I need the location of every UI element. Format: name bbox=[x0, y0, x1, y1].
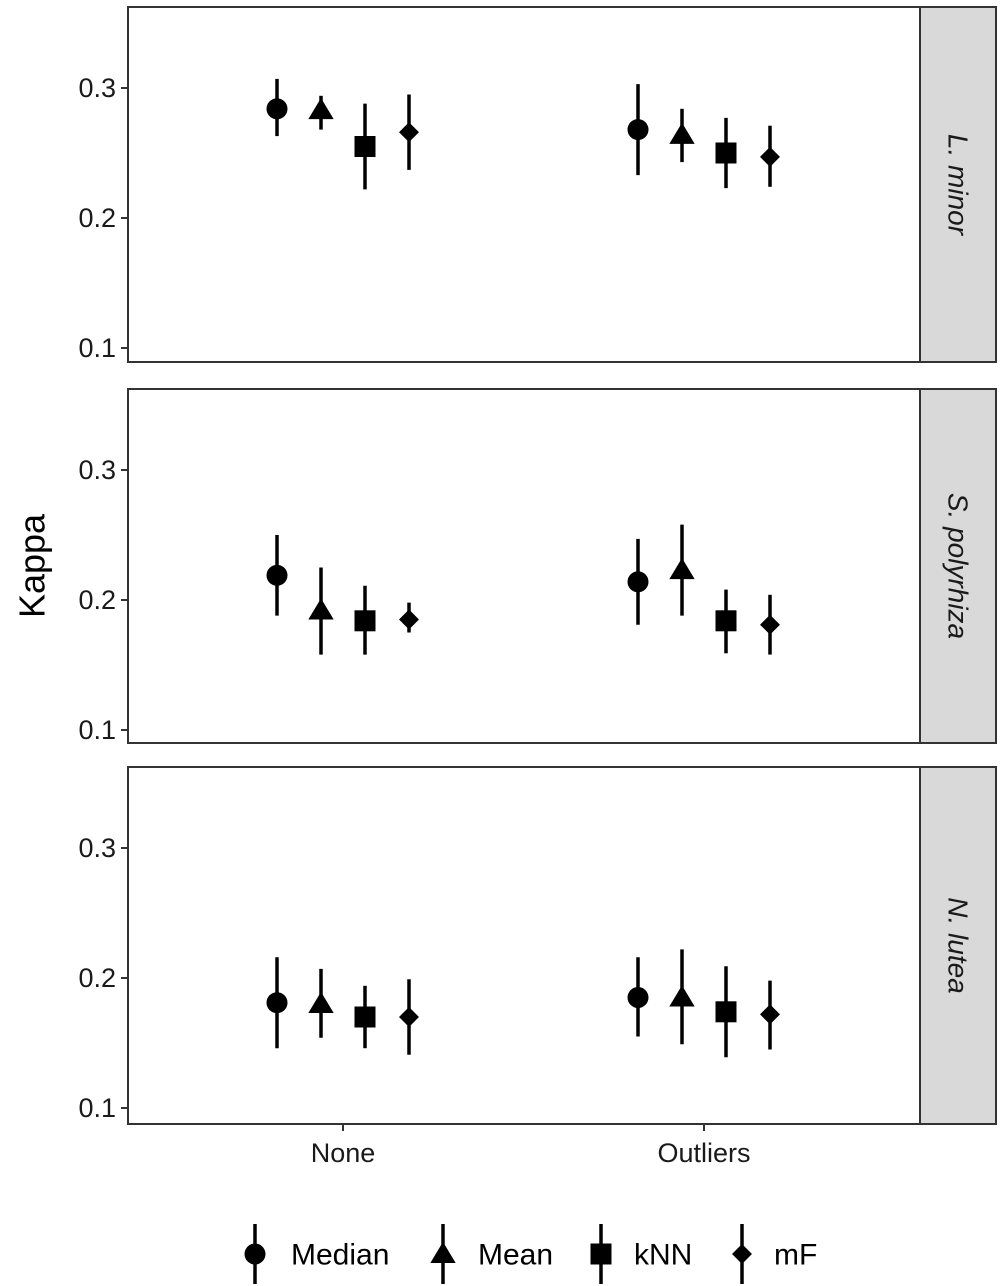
point-knn bbox=[715, 610, 737, 632]
point-mean bbox=[669, 558, 695, 580]
y-tick-label: 0.2 bbox=[78, 585, 116, 615]
facet-strip-label: L. minor bbox=[943, 134, 974, 237]
y-tick-label: 0.2 bbox=[78, 203, 116, 233]
y-tick-label: 0.2 bbox=[78, 963, 116, 993]
point-knn bbox=[715, 142, 737, 164]
point-mf bbox=[760, 1004, 780, 1025]
point-mean bbox=[669, 122, 695, 144]
y-tick-label: 0.1 bbox=[78, 715, 116, 745]
legend-key-square bbox=[590, 1243, 612, 1265]
point-knn bbox=[715, 1001, 737, 1023]
legend-label: Median bbox=[291, 1239, 389, 1272]
legend-key-circle bbox=[244, 1243, 266, 1265]
facet-strip-label: S. polyrhiza bbox=[943, 493, 974, 639]
point-mf bbox=[399, 122, 419, 143]
legend-key-triangle bbox=[430, 1241, 456, 1264]
point-mean bbox=[308, 598, 334, 620]
point-mean bbox=[308, 98, 334, 120]
y-tick-label: 0.3 bbox=[78, 833, 116, 863]
facet-strip bbox=[919, 6, 997, 363]
legend-label: mF bbox=[774, 1239, 817, 1272]
panel-frame bbox=[127, 6, 921, 363]
point-median bbox=[266, 564, 288, 586]
legend-key-diamond bbox=[732, 1244, 752, 1264]
facet-strip bbox=[919, 388, 997, 744]
point-knn bbox=[354, 136, 376, 157]
point-mf bbox=[399, 1007, 419, 1027]
point-median bbox=[627, 119, 649, 141]
y-tick-label: 0.3 bbox=[78, 73, 116, 103]
point-median bbox=[266, 992, 288, 1014]
point-mf bbox=[760, 146, 780, 167]
facet-strip-label: N. lutea bbox=[943, 897, 974, 994]
y-tick-label: 0.1 bbox=[78, 1093, 116, 1123]
point-knn bbox=[354, 1006, 376, 1028]
x-tick-label: Outliers bbox=[657, 1138, 750, 1168]
legend-label: kNN bbox=[634, 1239, 692, 1272]
x-tick-label: None bbox=[311, 1138, 376, 1168]
legend-label: Mean bbox=[478, 1239, 553, 1272]
point-mf bbox=[760, 614, 780, 635]
point-mean bbox=[669, 985, 695, 1007]
panel-frame bbox=[127, 388, 921, 744]
y-axis-title: Kappa bbox=[12, 513, 53, 618]
point-median bbox=[627, 571, 649, 593]
y-tick-label: 0.1 bbox=[78, 333, 116, 363]
point-median bbox=[266, 98, 288, 120]
point-mf bbox=[399, 609, 419, 630]
point-knn bbox=[354, 610, 376, 632]
point-mean bbox=[308, 991, 334, 1014]
y-tick-label: 0.3 bbox=[78, 455, 116, 485]
point-median bbox=[627, 987, 649, 1008]
facet-strip bbox=[919, 766, 997, 1125]
panel-frame bbox=[127, 766, 921, 1125]
